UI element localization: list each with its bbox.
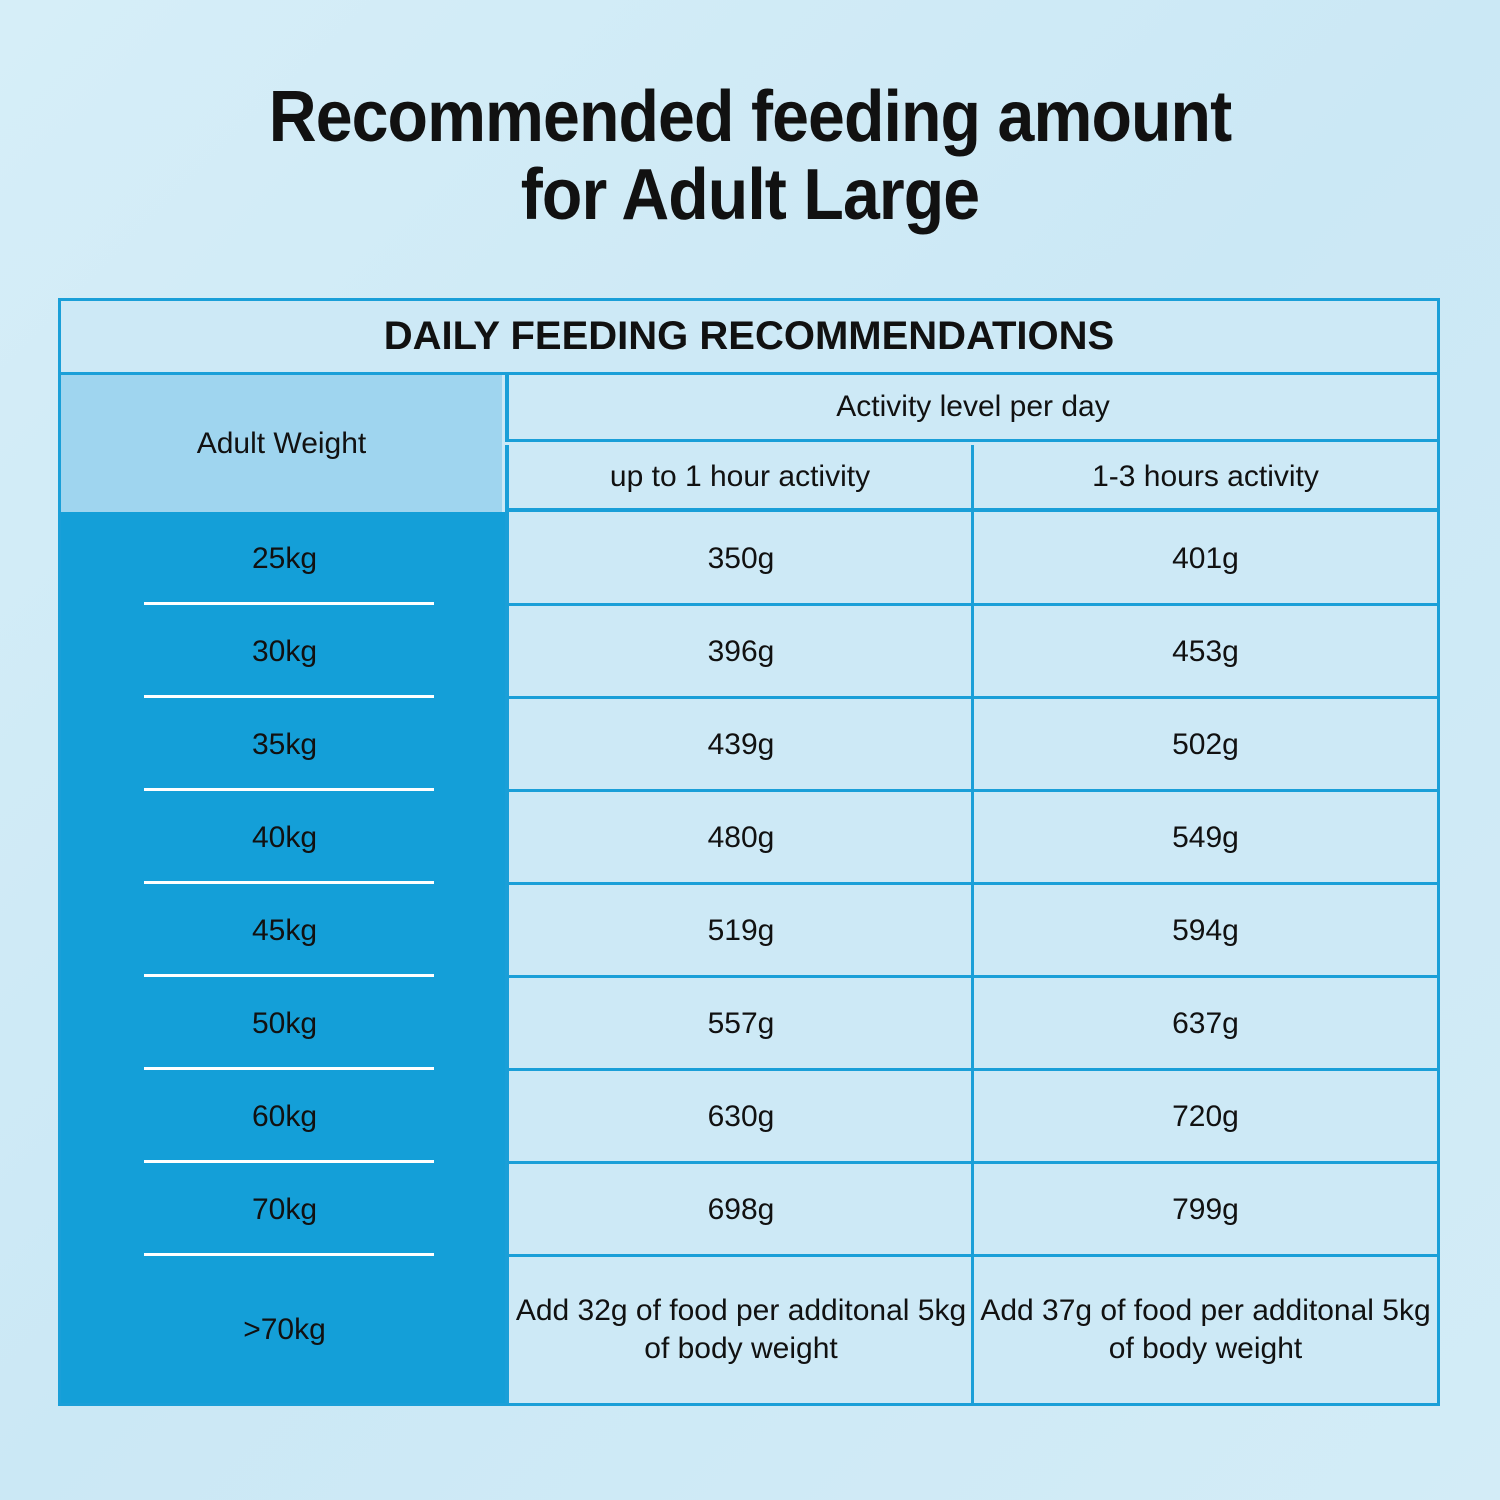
weight-cell-over-70: >70kg [243,1312,326,1346]
weight-cell: 40kg [251,820,318,854]
weight-cell: 70kg [251,1192,318,1226]
table-cell-low-activity: 439g [707,727,775,761]
title-line-1: Recommended feeding amount [268,77,1232,157]
page-title: Recommended feeding amount for Adult Lar… [0,78,1500,234]
extra-note-low-activity: Add 32g of food per additonal 5kg of bod… [515,1293,967,1365]
adult-weight-header: Adult Weight [61,375,502,512]
title-line-2: for Adult Large [520,155,980,235]
weight-cell: 30kg [251,634,318,668]
column-divider [505,512,509,1403]
table-cell-high-activity: 502g [1172,727,1239,761]
row-divider-white [144,974,434,977]
table-cell-high-activity: 401g [1172,541,1239,575]
table-cell-low-activity: 350g [707,541,775,575]
table-cell-low-activity: 557g [707,1006,775,1040]
row-divider-white [144,881,434,884]
table-cell-high-activity: 594g [1172,913,1239,947]
table-banner: DAILY FEEDING RECOMMENDATIONS [61,301,1437,375]
activity-level-header: Activity level per day [505,375,1437,442]
table-cell-low-activity: 480g [707,820,775,854]
row-divider-white [144,1067,434,1070]
weight-cell: 45kg [251,913,318,947]
row-divider-white [144,1160,434,1163]
table-cell-low-activity: 396g [707,634,775,668]
table-cell-high-activity: 549g [1172,820,1239,854]
table-cell-high-activity: 453g [1172,634,1239,668]
table-cell-high-activity: 720g [1172,1099,1239,1133]
row-divider-white [144,788,434,791]
weight-cell: 25kg [251,541,318,575]
row-divider-white [144,602,434,605]
feeding-table: DAILY FEEDING RECOMMENDATIONS Adult Weig… [58,298,1440,1406]
column-header-high-activity: 1-3 hours activity [971,445,1437,512]
table-cell-high-activity: 637g [1172,1006,1239,1040]
weight-cell: 60kg [251,1099,318,1133]
weight-cell: 35kg [251,727,318,761]
extra-note-high-activity: Add 37g of food per additonal 5kg of bod… [980,1293,1431,1365]
row-divider-white [144,695,434,698]
column-header-low-activity: up to 1 hour activity [505,445,971,512]
column-divider [971,512,974,1403]
row-divider-white [144,1253,434,1256]
weight-cell: 50kg [251,1006,318,1040]
table-cell-low-activity: 519g [707,913,775,947]
table-cell-low-activity: 698g [707,1192,775,1226]
table-cell-high-activity: 799g [1172,1192,1239,1226]
table-cell-low-activity: 630g [707,1099,775,1133]
